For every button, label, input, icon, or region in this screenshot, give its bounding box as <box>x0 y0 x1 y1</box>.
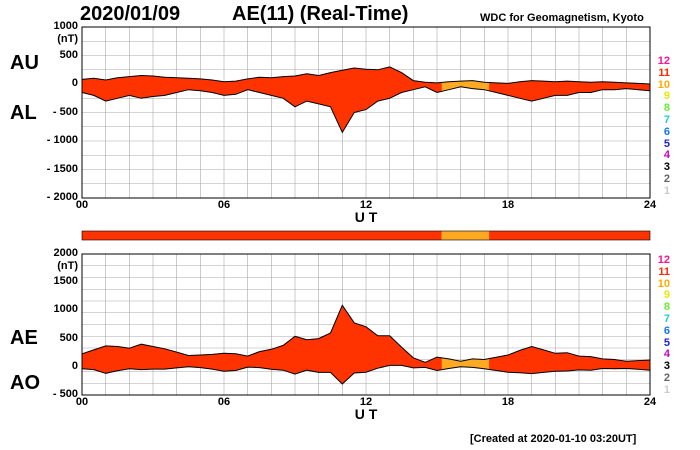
x-tick-label: 18 <box>501 199 515 211</box>
station-bar-segment <box>441 231 490 240</box>
legend-entry: 7 <box>663 114 670 126</box>
legend-entry: 2 <box>663 372 670 384</box>
x-tick-label: 06 <box>217 396 231 408</box>
x-tick-label: 18 <box>501 396 515 408</box>
legend-entry: 8 <box>663 102 670 115</box>
legend-entry: 5 <box>663 137 670 150</box>
y-tick-label: 2000 <box>53 247 78 259</box>
station-count-bar <box>81 230 651 241</box>
legend-entry: 4 <box>663 149 670 162</box>
series-line-au <box>81 66 651 85</box>
legend-entry: 7 <box>663 313 670 325</box>
created-timestamp: [Created at 2020-01-10 03:20UT] <box>470 433 637 445</box>
legend-entry: 2 <box>663 173 670 185</box>
series-side-label: AL <box>10 102 37 124</box>
station-bar-frame <box>81 230 651 241</box>
series-line-al <box>81 86 651 134</box>
legend-entry: 12 <box>657 254 670 266</box>
x-tick-label: 24 <box>643 199 657 211</box>
y-tick-label: 1000 <box>53 20 78 32</box>
series-side-label: AO <box>10 372 40 394</box>
x-tick-label: 12 <box>359 199 373 211</box>
legend-entry: 12 <box>657 55 670 67</box>
y-tick-label: - 2000 <box>46 191 78 203</box>
area-fill <box>82 66 650 133</box>
legend-entry: 9 <box>663 90 670 103</box>
x-tick-label: 06 <box>217 199 231 211</box>
x-axis-label: U T <box>354 209 378 225</box>
legend-entry: 3 <box>663 360 670 373</box>
panel-1 <box>81 253 651 396</box>
y-unit-label: (nT) <box>57 260 78 272</box>
x-axis-label: U T <box>354 406 378 422</box>
legend-entry: 1 <box>663 383 670 396</box>
legend-entry: 4 <box>663 348 670 361</box>
y-tick-label: 0 <box>71 359 78 372</box>
legend-entry: 5 <box>663 336 670 349</box>
panel-0 <box>81 26 651 199</box>
legend-entry: 11 <box>658 66 670 79</box>
legend-entry: 6 <box>663 125 670 138</box>
legend-entry: 10 <box>657 277 670 290</box>
y-tick-label: 0 <box>71 77 78 89</box>
legend-entry: 8 <box>663 301 670 314</box>
station-bar-segment <box>82 231 442 240</box>
x-tick-label: 00 <box>75 396 89 408</box>
legend-entry: 10 <box>657 78 670 91</box>
plot-frame <box>81 253 651 396</box>
y-tick-label: 1000 <box>53 303 78 316</box>
area-fill-orange <box>441 357 490 370</box>
legend-entry: 11 <box>658 265 670 278</box>
x-tick-label: 12 <box>359 396 373 408</box>
y-tick-label: - 1500 <box>46 162 78 175</box>
legend-entry: 3 <box>663 161 670 174</box>
series-line-ao <box>81 364 651 385</box>
x-tick-label: 24 <box>643 396 657 408</box>
y-tick-label: 500 <box>59 331 78 344</box>
legend-entry: 9 <box>663 289 670 302</box>
y-unit-label: (nT) <box>57 33 78 45</box>
y-tick-label: - 1000 <box>46 134 78 146</box>
plot-title: AE(11) (Real-Time) <box>232 3 409 25</box>
plot-frame <box>81 26 651 199</box>
station-bar-segment <box>489 231 650 240</box>
legend-entry: 1 <box>663 184 670 197</box>
series-side-label: AU <box>10 52 39 74</box>
y-tick-label: - 500 <box>52 388 78 400</box>
x-tick-label: 00 <box>75 199 89 211</box>
y-tick-label: 1500 <box>53 275 78 288</box>
legend-entry: 6 <box>663 324 670 337</box>
series-line-ae <box>81 304 651 363</box>
plot-date: 2020/01/09 <box>80 3 181 25</box>
series-side-label: AE <box>10 327 38 349</box>
data-source: WDC for Geomagnetism, Kyoto <box>480 12 644 24</box>
y-tick-label: 500 <box>59 48 78 61</box>
area-fill <box>82 305 650 384</box>
y-tick-label: - 500 <box>52 105 78 118</box>
